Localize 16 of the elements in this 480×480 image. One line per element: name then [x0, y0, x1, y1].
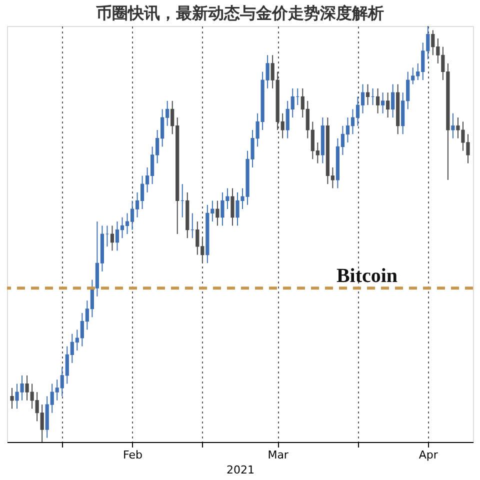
- candlestick: [10, 387, 14, 410]
- candlestick: [451, 112, 455, 139]
- x-tick-label: Mar: [268, 448, 289, 462]
- candlestick: [230, 188, 234, 226]
- candlestick: [216, 200, 220, 226]
- candlestick: [366, 84, 370, 106]
- candlestick: [381, 92, 385, 114]
- candlestick: [386, 92, 390, 118]
- x-axis-title: 2021: [226, 464, 254, 476]
- chart-title: 币圈快讯，最新动态与金价走势深度解析: [95, 4, 384, 22]
- candlestick: [391, 84, 395, 118]
- candlestick: [376, 88, 380, 114]
- annotation: Bitcoin: [336, 265, 398, 287]
- x-tick-label: Apr: [418, 448, 438, 462]
- x-tick-label: Feb: [123, 448, 143, 462]
- candlestick: [110, 225, 114, 252]
